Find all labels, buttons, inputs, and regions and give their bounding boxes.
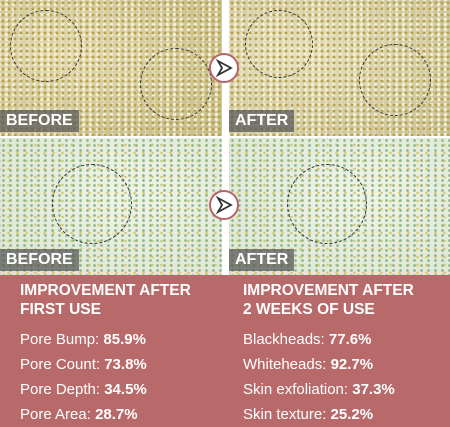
focus-circle (359, 44, 431, 116)
result-label: Pore Bump: (20, 331, 100, 348)
after-image: AFTER (229, 0, 450, 136)
result-value: 92.7% (330, 356, 374, 373)
after-image: AFTER (229, 138, 450, 275)
heading-line: FIRST USE (20, 301, 101, 318)
heading-line: IMPROVEMENT AFTER (20, 282, 191, 299)
before-image: BEFORE (0, 138, 222, 275)
heading-line: 2 WEEKS OF USE (243, 301, 375, 318)
results-column: IMPROVEMENT AFTER 2 WEEKS OF USE Blackhead… (243, 281, 414, 427)
result-label: Pore Area: (20, 406, 91, 423)
heading-line: IMPROVEMENT AFTER (243, 282, 414, 299)
focus-circle (287, 164, 367, 244)
before-label: BEFORE (0, 110, 79, 132)
result-value: 34.5% (104, 381, 147, 398)
result-label: Pore Count: (20, 356, 101, 373)
results-heading: IMPROVEMENT AFTER 2 WEEKS OF USE (243, 281, 414, 319)
result-item: Pore Depth: 34.5% (20, 377, 191, 402)
focus-circle (245, 10, 313, 78)
result-item: Pore Count: 73.8% (20, 352, 191, 377)
result-label: Blackheads: (243, 331, 325, 348)
result-label: Skin exfoliation: (243, 381, 349, 398)
result-item: Blackheads: 77.6% (243, 327, 414, 352)
result-value: 25.2% (330, 406, 374, 423)
before-label: BEFORE (0, 249, 79, 271)
arrow-icon (209, 190, 239, 220)
result-label: Pore Depth: (20, 381, 101, 398)
before-image: BEFORE (0, 0, 222, 136)
focus-circle (140, 48, 212, 120)
result-label: Skin texture: (243, 406, 327, 423)
results-heading: IMPROVEMENT AFTER FIRST USE (20, 281, 191, 319)
results-column: IMPROVEMENT AFTER FIRST USE Pore Bump: 85.… (20, 281, 191, 427)
focus-circle (10, 10, 82, 82)
result-value: 28.7% (95, 406, 138, 423)
result-label: Whiteheads: (243, 356, 327, 373)
after-label: AFTER (229, 249, 295, 271)
results-panel: IMPROVEMENT AFTER FIRST USE Pore Bump: 85.… (0, 275, 450, 427)
result-item: Pore Bump: 85.9% (20, 327, 191, 352)
result-item: Whiteheads: 92.7% (243, 352, 414, 377)
result-value: 85.9% (103, 331, 146, 348)
result-item: Skin exfoliation: 37.3% (243, 377, 414, 402)
result-value: 73.8% (104, 356, 147, 373)
result-value: 77.6% (328, 331, 372, 348)
focus-circle (52, 164, 132, 244)
arrow-icon (209, 53, 239, 83)
after-label: AFTER (229, 110, 295, 132)
result-item: Pore Area: 28.7% (20, 402, 191, 427)
result-value: 37.3% (352, 381, 395, 398)
result-item: Skin texture: 25.2% (243, 402, 414, 427)
